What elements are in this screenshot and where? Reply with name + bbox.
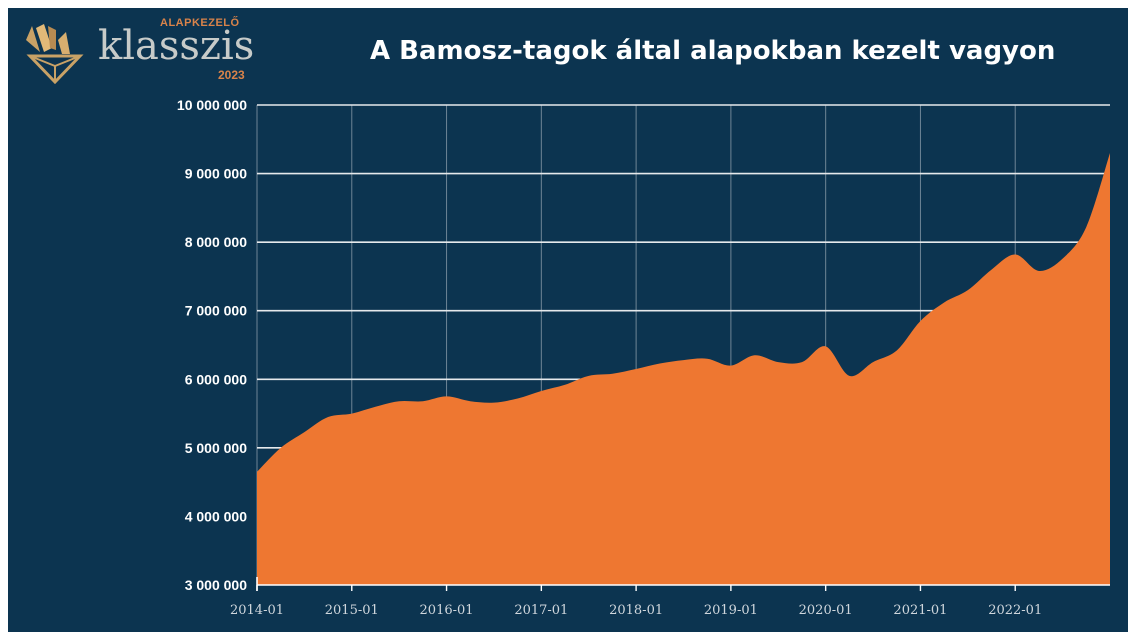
y-tick-label: 8 000 000: [185, 234, 247, 250]
x-tick-labels: 2014-01 2015-01 2016-01 2017-01 2018-01 2019-…: [230, 603, 1042, 618]
logo-top-text: ALAPKEZELŐ: [160, 17, 240, 29]
klasszis-diamond-logo-icon: [26, 24, 84, 84]
logo-wordmark: klasszis: [98, 23, 255, 69]
y-tick-label: 7 000 000: [185, 303, 247, 319]
x-tick-label: 2022-01: [988, 603, 1042, 618]
x-tick-label: 2016-01: [420, 603, 474, 618]
x-tick-label: 2017-01: [514, 603, 568, 618]
chart-title: A Bamosz-tagok által alapokban kezelt va…: [370, 36, 1056, 66]
y-tick-label: 3 000 000: [185, 577, 247, 593]
chart-panel: 3 000 000 4 000 000 5 000 000 6 000 000 7 00…: [8, 8, 1128, 632]
y-tick-label: 10 000 000: [177, 97, 247, 113]
y-tick-label: 4 000 000: [185, 508, 247, 524]
y-tick-labels: 3 000 000 4 000 000 5 000 000 6 000 000 7 00…: [177, 97, 247, 593]
klasszis-logo: ALAPKEZELŐ klasszis 2023: [22, 14, 262, 94]
x-tick-label: 2021-01: [893, 603, 947, 618]
logo-year: 2023: [218, 68, 245, 82]
y-tick-label: 9 000 000: [185, 166, 247, 182]
y-tick-label: 5 000 000: [185, 440, 247, 456]
x-tick-label: 2014-01: [230, 603, 284, 618]
x-tick-label: 2020-01: [799, 603, 853, 618]
area-chart: 3 000 000 4 000 000 5 000 000 6 000 000 7 00…: [177, 97, 1110, 618]
x-tick-label: 2018-01: [609, 603, 663, 618]
area-series: [257, 153, 1110, 585]
y-tick-label: 6 000 000: [185, 371, 247, 387]
x-tick-label: 2019-01: [704, 603, 758, 618]
x-tick-label: 2015-01: [325, 603, 379, 618]
axes: [256, 577, 1110, 591]
